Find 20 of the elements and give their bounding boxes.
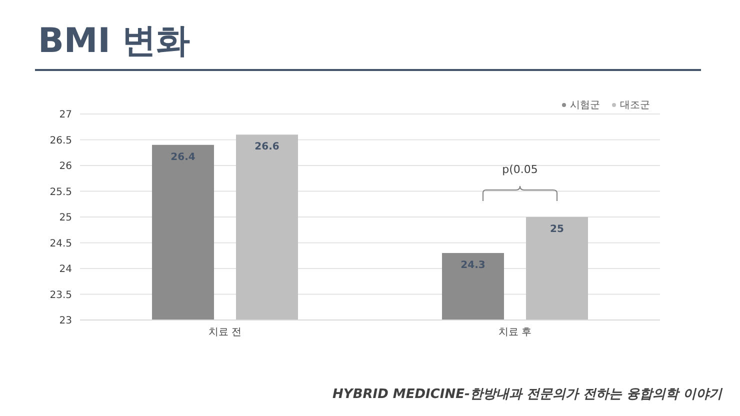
data-label: 24.3 [460,260,486,272]
x-tick-label: 치료 후 [498,327,532,338]
data-label: 26.4 [170,152,196,163]
y-tick-label: 23.5 [50,290,72,301]
annotation: p(0.05 [501,163,539,176]
y-tick-label: 25.5 [50,186,72,198]
y-tick-label: 26 [59,161,72,172]
data-label: 26.6 [254,142,280,153]
y-tick-label: 25 [59,212,72,224]
y-tick-label: 24.5 [50,238,72,250]
text: HYBRID MEDICINE-한방내과 전문의가 전하는 융합의학 이야기 [332,386,722,403]
x-tick-label: 치료 전 [208,327,242,338]
y-tick-label: 26.5 [50,135,72,146]
legend-label: 시험군 [569,99,600,112]
legend-label: 대조군 [619,99,650,112]
y-tick-label: 27 [59,110,72,121]
chart-title: BMI 변화 [38,20,190,63]
y-tick-label: 23 [59,316,72,327]
y-tick-label: 24 [59,264,72,276]
data-label: 25 [550,224,564,236]
